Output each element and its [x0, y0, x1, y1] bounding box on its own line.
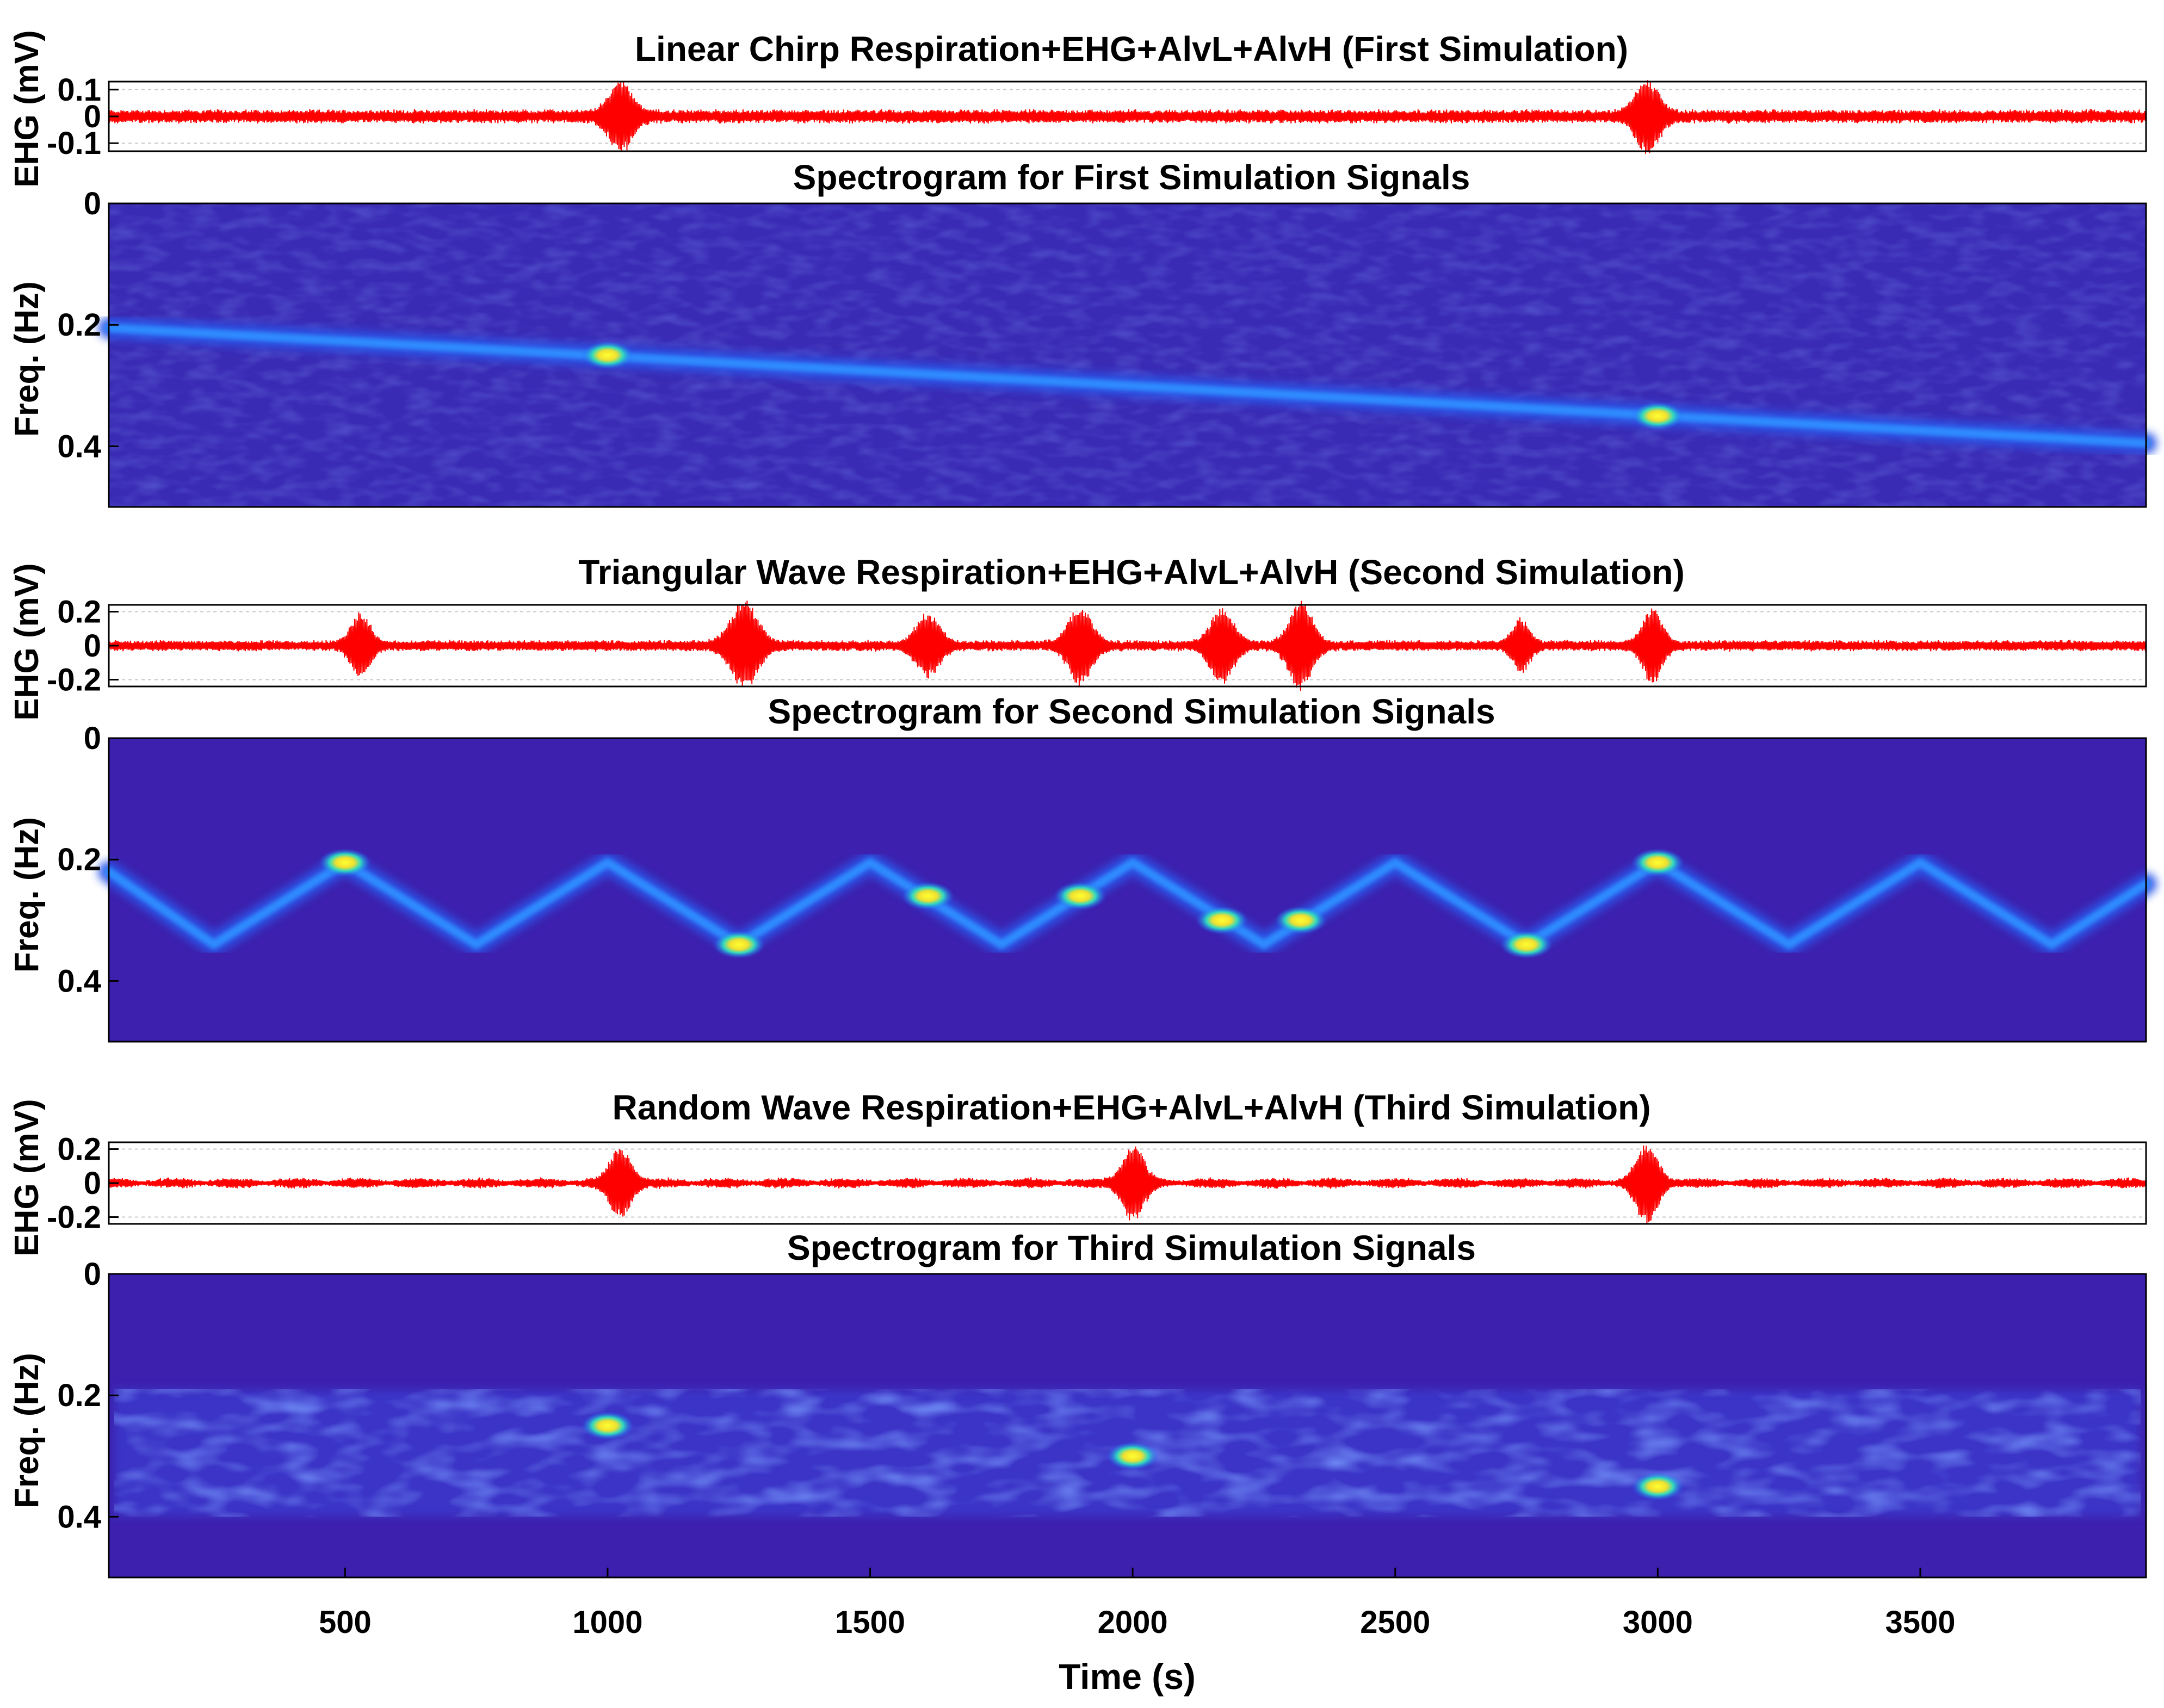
spectrogram-ridge: [104, 858, 2150, 949]
ehg-panel-2: Triangular Wave Respiration+EHG+AlvL+Alv…: [47, 553, 2147, 698]
spec-yticks-3: 0 0.2 0.4: [57, 1257, 119, 1534]
spec-ytick-label: 0.2: [57, 307, 101, 343]
x-tick-label: 3500: [1885, 1605, 1955, 1640]
spec-hotspots-2: [319, 848, 1684, 959]
ylabel-ehg-3: EHG (mV): [8, 1099, 46, 1256]
ehg-ytick-label: 0: [84, 628, 101, 664]
spec-panel-1: Spectrogram for First Simulation Signals…: [57, 158, 2157, 508]
spec-ridge-2: [98, 851, 2157, 956]
x-tick-label: 2000: [1098, 1605, 1168, 1640]
spec-yticks-2: 0 0.2 0.4: [57, 721, 119, 999]
ehg-ytick-label: 0.1: [57, 72, 101, 108]
ehg-trace-1: [108, 80, 2147, 154]
ehg-title-1: Linear Chirp Respiration+EHG+AlvL+AlvH (…: [635, 29, 1628, 69]
spec-yticks-1: 0 0.2 0.4: [57, 186, 119, 464]
ehg-yticks-2: -0.200.2: [47, 595, 119, 698]
ehg-ytick-label: -0.1: [47, 126, 101, 161]
ehg-ytick-label: 0: [84, 1166, 101, 1201]
ehg-trace-2: [108, 600, 2147, 691]
ehg-trace-3: [108, 1145, 2147, 1224]
spectrogram-hotspot: [1631, 1472, 1684, 1501]
ehg-panel-3: Random Wave Respiration+EHG+AlvL+AlvH (T…: [47, 1088, 2147, 1235]
ehg-panel-1: Linear Chirp Respiration+EHG+AlvL+AlvH (…: [47, 29, 2147, 161]
spec-panel-2: Spectrogram for Second Simulation Signal…: [57, 692, 2157, 1043]
x-tick-label: 1000: [572, 1605, 642, 1640]
spec-ytick-label: 0.4: [57, 429, 101, 464]
spec-ytick-label: 0.2: [57, 1378, 101, 1413]
ehg-title-3: Random Wave Respiration+EHG+AlvL+AlvH (T…: [612, 1088, 1650, 1127]
x-tick-label: 3000: [1623, 1605, 1693, 1640]
spectrogram-hotspot: [1631, 848, 1684, 877]
ehg-yticks-1: -0.100.1: [47, 72, 119, 161]
ehg-ytick-label: -0.2: [47, 1200, 101, 1235]
ehg-yticks-3: -0.200.2: [47, 1132, 119, 1235]
spec-panel-3: Spectrogram for Third Simulation Signals…: [57, 1228, 2147, 1579]
spectrogram-hotspot: [713, 930, 765, 959]
spec-ytick-label: 0.2: [57, 842, 101, 877]
spec-frame-1: [108, 202, 2147, 508]
spectrogram-hotspot: [1196, 906, 1248, 935]
spec-ytick-label: 0: [84, 186, 101, 221]
x-tick-label: 500: [319, 1605, 372, 1640]
spec-title-1: Spectrogram for First Simulation Signals: [793, 158, 1470, 197]
ylabel-freq-2: Freq. (Hz): [8, 817, 46, 973]
spec-title-3: Spectrogram for Third Simulation Signals: [787, 1228, 1476, 1267]
spec-title-2: Spectrogram for Second Simulation Signal…: [768, 692, 1495, 731]
spectrogram-hotspot: [1054, 882, 1106, 911]
ylabel-ehg-2: EHG (mV): [8, 563, 46, 720]
spec-frame-2: [108, 737, 2147, 1043]
x-axis-label: Time (s): [1059, 1656, 1196, 1697]
spectrogram-hotspot: [581, 1412, 634, 1440]
x-axis: 500 1000 1500 2000 2500 3000 3500: [319, 1568, 1955, 1640]
ylabel-ehg-1: EHG (mV): [8, 30, 46, 187]
ehg-ytick-label: -0.2: [47, 663, 101, 698]
spectrogram-hotspot: [581, 341, 634, 369]
spectrogram-hotspot: [319, 848, 372, 877]
ehg-ytick-label: 0.2: [57, 595, 101, 630]
spec-hotspots-1: [581, 341, 1684, 430]
spec-bg-2: [109, 738, 2146, 1042]
spec-ridge-1: [98, 317, 2157, 454]
spectrogram-hotspot: [1500, 930, 1553, 959]
spectrogram-hotspot: [1106, 1441, 1159, 1470]
ehg-title-2: Triangular Wave Respiration+EHG+AlvL+Alv…: [578, 553, 1685, 592]
x-tick-label: 2500: [1360, 1605, 1430, 1640]
spec-ytick-label: 0: [84, 721, 101, 756]
ylabel-freq-3: Freq. (Hz): [8, 1353, 46, 1508]
spec-frame-3: [108, 1273, 2147, 1579]
ehg-ytick-label: 0: [84, 99, 101, 134]
spectrogram-hotspot: [1275, 906, 1327, 935]
x-tick-label: 1500: [835, 1605, 905, 1640]
spec-ytick-label: 0: [84, 1257, 101, 1292]
ylabel-freq-1: Freq. (Hz): [8, 281, 46, 437]
spec-ytick-label: 0.4: [57, 1499, 101, 1534]
spectrogram-ridge: [104, 323, 2150, 448]
spec-ytick-label: 0.4: [57, 963, 101, 999]
spectrogram-hotspot: [901, 882, 954, 911]
ehg-ytick-label: 0.2: [57, 1132, 101, 1167]
spec-hotspots-3: [581, 1412, 1684, 1501]
spectrogram-hotspot: [1631, 401, 1684, 430]
